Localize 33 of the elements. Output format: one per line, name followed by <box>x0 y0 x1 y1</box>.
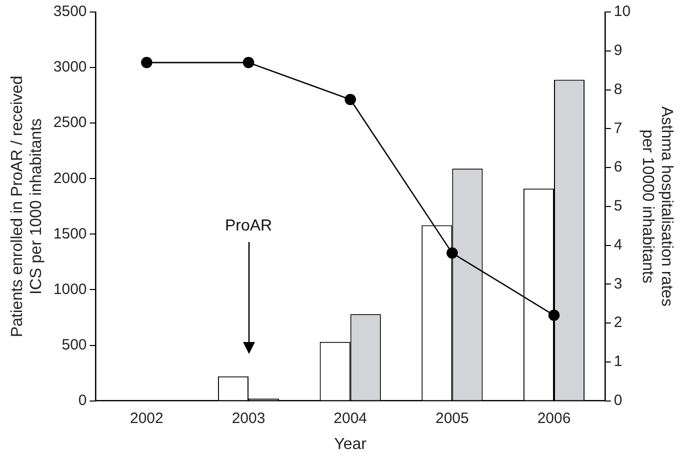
y-tick-label: 3500 <box>53 3 87 20</box>
y2-axis-title: Asthma hospitalisation rates per 10000 inhabitants <box>638 106 675 306</box>
y2-tick-label: 0 <box>614 392 622 409</box>
y-tick-label: 2500 <box>53 114 87 132</box>
y-axis-title: Patients enrolled in ProAR / received ICS per 1000 inhabitants <box>9 76 46 338</box>
x-tick-label: 2005 <box>435 410 469 427</box>
point <box>242 56 254 68</box>
y2-tick-label: 9 <box>614 42 622 60</box>
annotation: ProAR <box>224 218 272 235</box>
x-axis-title: Year <box>334 436 368 453</box>
y-tick-label: 1000 <box>53 280 87 298</box>
point <box>141 56 152 68</box>
y-tick-label: 0 <box>78 392 87 409</box>
y2-tick-label: 5 <box>614 198 622 215</box>
y-tick-label: 500 <box>62 336 87 354</box>
y-tick-label: 1500 <box>53 225 87 242</box>
y2-tick-label: 8 <box>614 80 622 98</box>
y2-tick-label: 1 <box>614 353 622 370</box>
y2-tick-label: 10 <box>614 3 631 20</box>
y2-tick-label: 2 <box>614 314 622 332</box>
x-tick-label: 2002 <box>130 410 164 427</box>
y2-tick-label: 6 <box>614 158 622 176</box>
y2-tick-label: 4 <box>614 236 622 254</box>
x-tick-label: 2003 <box>232 410 266 427</box>
point <box>548 310 560 321</box>
y2-tick-label: 7 <box>614 120 622 137</box>
x-tick-label: 2006 <box>537 410 571 427</box>
y-tick-label: 3000 <box>53 58 87 76</box>
y2-tick-label: 3 <box>614 275 622 292</box>
point <box>446 247 458 259</box>
point <box>344 94 356 106</box>
x-tick-label: 2004 <box>334 410 368 427</box>
y-tick-label: 2000 <box>53 170 87 187</box>
